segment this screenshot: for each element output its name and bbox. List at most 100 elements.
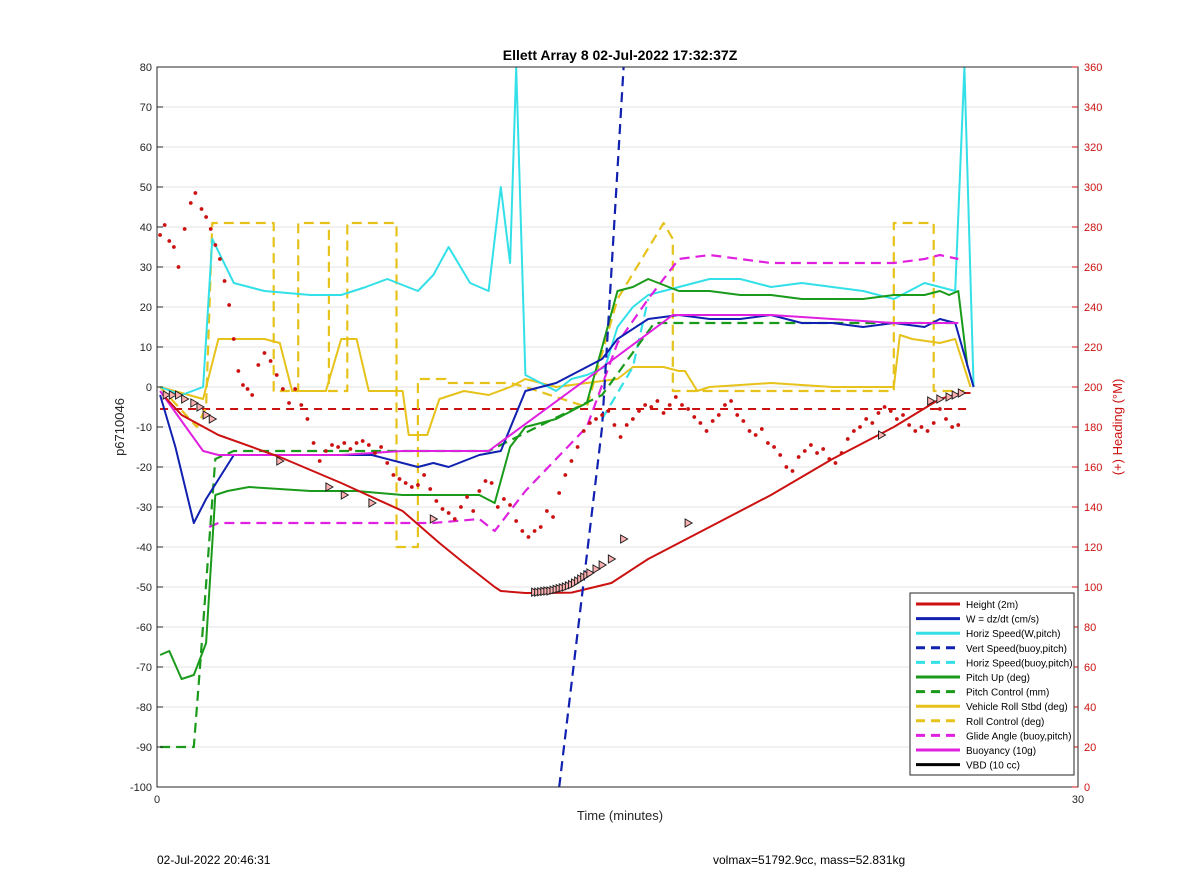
heading-dot (366, 443, 371, 447)
heading-dot (772, 445, 776, 449)
left-tick-label: 30 (140, 262, 152, 274)
left-tick-label: -60 (136, 622, 152, 634)
right-tick-label: 80 (1084, 622, 1096, 634)
height-marker (325, 482, 334, 492)
heading-dot (680, 403, 684, 407)
x-axis-ticks: 0 30 (154, 781, 1084, 806)
left-tick-label: -100 (130, 782, 152, 794)
heading-dot (250, 393, 255, 397)
heading-dot (594, 417, 598, 421)
height-marker (162, 390, 172, 400)
heading-dot (913, 429, 918, 433)
heading-dot (208, 227, 213, 231)
heading-dot (735, 413, 740, 417)
series-line-4 (601, 298, 650, 420)
legend-entry: VBD (10 cc) (966, 761, 1020, 772)
heading-dot (471, 509, 476, 513)
heading-dot (704, 429, 709, 433)
right-tick-label: 240 (1084, 302, 1102, 314)
chart-title: Ellett Array 8 02-Jul-2022 17:32:37Z (503, 47, 738, 63)
heading-dot (520, 529, 525, 533)
heading-dot (563, 473, 568, 477)
right-tick-label: 360 (1084, 62, 1102, 74)
heading-dot (459, 505, 463, 509)
series-line-6 (160, 321, 959, 749)
heading-dot (379, 445, 384, 449)
heading-dot (342, 441, 347, 445)
heading-dot (925, 429, 930, 433)
heading-dot (360, 439, 365, 443)
heading-dot (766, 441, 770, 445)
y-axis-label-left: p6710046 (112, 398, 127, 456)
footer-timestamp: 02-Jul-2022 20:46:31 (157, 853, 271, 867)
heading-dot (778, 453, 783, 457)
heading-dot (434, 499, 439, 503)
heading-dot (162, 223, 167, 227)
legend-entry: Height (2m) (966, 600, 1018, 611)
legend-entry: Horiz Speed(W,pitch) (966, 629, 1060, 640)
heading-dot (385, 461, 390, 465)
height-marker (368, 498, 377, 508)
heading-dot (317, 459, 322, 463)
heading-dot (581, 429, 586, 433)
heading-dot (919, 425, 924, 429)
heading-dot (864, 417, 869, 421)
heading-dot (575, 445, 580, 449)
heading-dot (544, 509, 549, 513)
heading-dot (489, 481, 494, 485)
height-marker (276, 456, 285, 466)
left-tick-label: 60 (140, 142, 152, 154)
right-tick-label: 180 (1084, 422, 1102, 434)
height-marker (181, 394, 190, 404)
heading-dot (931, 421, 936, 425)
height-marker (945, 392, 955, 402)
heading-dot (821, 447, 826, 451)
heading-dot (199, 207, 204, 211)
heading-dot (483, 479, 488, 483)
heading-dot (508, 503, 512, 507)
heading-dot (655, 399, 660, 403)
height-marker (936, 394, 945, 404)
right-tick-label: 0 (1084, 782, 1090, 794)
heading-dot (452, 517, 457, 521)
heading-dot (323, 449, 328, 453)
heading-dot (330, 443, 334, 447)
heading-dot (624, 423, 629, 427)
heading-dot (956, 423, 961, 427)
heading-dot (606, 409, 611, 413)
heading-dot (446, 511, 451, 515)
left-tick-label: -70 (136, 662, 152, 674)
heading-dot (870, 421, 875, 425)
right-tick-label: 220 (1084, 342, 1102, 354)
height-marker (684, 518, 694, 528)
left-tick-label: -10 (136, 422, 152, 434)
heading-dot (218, 257, 222, 261)
series-line-5 (159, 278, 969, 680)
x-axis-label: Time (minutes) (577, 808, 663, 823)
heading-dot (193, 191, 198, 195)
left-tick-label: 20 (140, 302, 152, 314)
heading-dot (176, 265, 181, 269)
heading-dot (673, 395, 678, 399)
height-marker (196, 402, 205, 412)
heading-dot (612, 423, 617, 427)
heading-dot (637, 409, 641, 413)
heading-dot (440, 507, 445, 511)
heading-dot (287, 401, 291, 405)
heading-dot (747, 429, 752, 433)
height-marker (168, 390, 178, 400)
heading-dot (950, 425, 955, 429)
heading-dot (336, 445, 341, 449)
heading-dot (692, 415, 697, 419)
heading-dot (403, 481, 408, 485)
legend-entry: Pitch Up (deg) (966, 673, 1030, 684)
heading-dot (256, 363, 261, 367)
left-tick-label: 50 (140, 182, 152, 194)
heading-dot (661, 411, 666, 415)
heading-dot (268, 359, 273, 363)
heading-dot (753, 433, 758, 437)
height-marker (927, 396, 936, 406)
heading-dot (784, 465, 789, 469)
heading-dot (723, 403, 727, 407)
